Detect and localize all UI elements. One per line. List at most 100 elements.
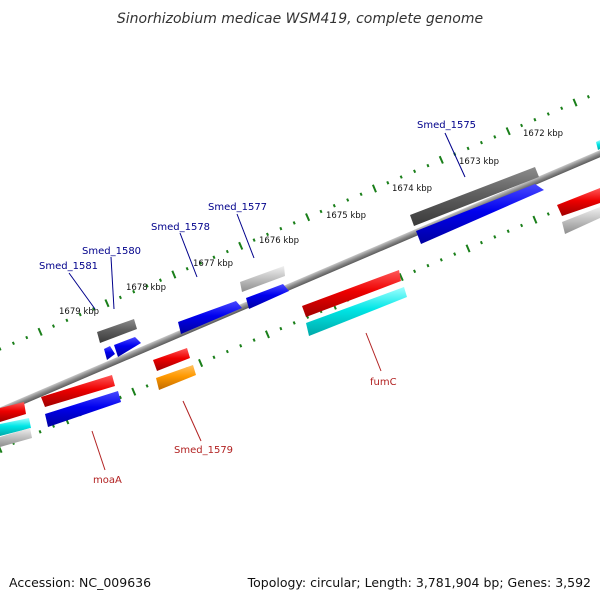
minor-tick [292, 221, 296, 225]
gene-feature[interactable] [246, 284, 289, 309]
kbp-label: 1675 kbp [326, 211, 366, 221]
gene-feature[interactable] [240, 266, 285, 292]
minor-tick [265, 232, 270, 237]
major-tick [305, 213, 311, 222]
map-title: Sinorhizobium medicae WSM419, complete g… [117, 11, 483, 27]
minor-tick [439, 258, 443, 262]
minor-tick [359, 192, 363, 197]
minor-tick [413, 269, 417, 274]
minor-tick [279, 326, 283, 331]
minor-tick [426, 263, 430, 268]
kbp-label: 1672 kbp [523, 129, 563, 139]
minor-tick [185, 266, 189, 271]
callout-lines [68, 132, 466, 471]
major-tick [37, 327, 43, 336]
gene-label-moaa[interactable]: moaA [93, 475, 122, 486]
minor-tick [453, 252, 457, 256]
minor-tick [520, 223, 524, 228]
kbp-label: 1678 kbp [126, 283, 166, 293]
minor-tick [38, 430, 42, 434]
minor-tick [346, 198, 350, 202]
major-tick [198, 358, 204, 368]
gene-feature[interactable] [45, 391, 121, 427]
gene-feature[interactable] [416, 184, 544, 244]
gene-feature[interactable] [562, 207, 600, 234]
gene-label-smed-1581[interactable]: Smed_1581 [39, 261, 98, 272]
minor-tick [252, 238, 256, 242]
minor-tick [292, 321, 296, 325]
genome-summary-text: Topology: circular; Length: 3,781,904 bp… [247, 575, 591, 590]
minor-tick [118, 295, 122, 300]
gene-label-fumc[interactable]: fumC [370, 377, 397, 388]
gene-feature[interactable] [178, 301, 242, 334]
minor-tick [145, 384, 149, 388]
minor-tick [493, 135, 497, 139]
minor-tick [279, 226, 283, 231]
gene-label-smed-1577[interactable]: Smed_1577 [208, 202, 267, 213]
kbp-label: 1677 kbp [193, 259, 233, 269]
minor-tick [586, 95, 590, 99]
major-tick [104, 299, 110, 308]
major-tick [505, 127, 511, 136]
minor-tick [466, 146, 470, 151]
gene-feature[interactable] [557, 188, 600, 216]
major-tick [572, 98, 578, 107]
gene-feature[interactable] [0, 418, 31, 436]
minor-tick [0, 347, 2, 351]
major-tick [264, 330, 270, 339]
gene-labels: Smed_1581 Smed_1580 Smed_1578 Smed_1577 … [39, 120, 476, 486]
minor-tick [225, 349, 229, 354]
gene-feature[interactable] [306, 287, 407, 336]
gene-feature[interactable] [0, 428, 32, 447]
minor-tick [399, 175, 403, 179]
gene-feature[interactable] [41, 375, 115, 407]
gene-features [0, 140, 600, 447]
minor-tick [212, 255, 216, 260]
gene-label-smed-1579[interactable]: Smed_1579 [174, 445, 233, 456]
minor-tick [493, 235, 497, 239]
minor-tick [11, 341, 15, 346]
minor-tick [158, 278, 163, 282]
major-tick [438, 155, 444, 164]
minor-tick [426, 163, 430, 168]
minor-tick [132, 289, 136, 294]
gene-feature[interactable] [114, 337, 141, 357]
gene-feature[interactable] [596, 140, 600, 150]
kbp-label: 1674 kbp [392, 184, 432, 194]
minor-tick [78, 312, 82, 317]
minor-tick [239, 344, 243, 348]
kbp-label: 1676 kbp [259, 236, 299, 246]
minor-tick [386, 181, 390, 185]
minor-tick [145, 284, 149, 288]
gene-feature[interactable] [153, 348, 190, 371]
gene-label-smed-1580[interactable]: Smed_1580 [82, 246, 141, 257]
major-tick [398, 272, 404, 282]
gene-feature[interactable] [410, 167, 539, 226]
gene-feature[interactable] [104, 346, 115, 360]
major-tick [238, 241, 244, 250]
gene-label-smed-1575[interactable]: Smed_1575 [417, 120, 476, 131]
minor-tick [199, 261, 203, 265]
minor-tick [212, 355, 216, 360]
gene-feature[interactable] [97, 319, 137, 343]
gene-label-smed-1578[interactable]: Smed_1578 [151, 222, 210, 233]
kbp-labels: 1679 kbp 1678 kbp 1677 kbp 1676 kbp 1675… [59, 129, 563, 317]
minor-tick [413, 169, 417, 174]
gene-feature[interactable] [0, 402, 26, 422]
kbp-label: 1673 kbp [459, 157, 499, 167]
major-tick [465, 244, 471, 253]
minor-tick [546, 112, 550, 116]
minor-tick [65, 318, 69, 323]
minor-tick [506, 229, 510, 233]
minor-tick [92, 307, 96, 311]
major-tick [0, 446, 3, 454]
major-tick [171, 270, 177, 279]
major-tick [371, 184, 377, 193]
gene-feature[interactable] [156, 365, 196, 390]
minor-tick [319, 209, 323, 214]
minor-tick [533, 117, 537, 122]
minor-tick [25, 335, 29, 340]
gene-feature[interactable] [302, 270, 401, 317]
minor-tick [520, 123, 524, 128]
